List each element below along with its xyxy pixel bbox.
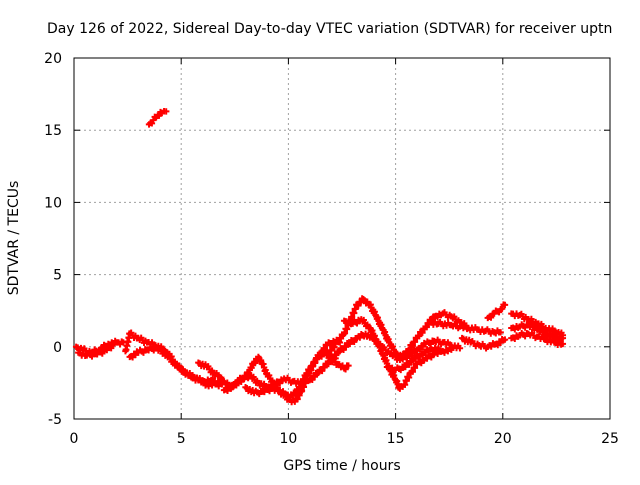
data-point (109, 342, 116, 349)
data-point (501, 336, 509, 343)
y-tick-label: 10 (44, 195, 62, 211)
data-point (233, 382, 240, 389)
data-point (397, 366, 404, 374)
data-point (355, 302, 362, 309)
x-tick-label: 25 (601, 431, 619, 447)
x-axis-label: GPS time / hours (283, 458, 400, 474)
data-point (434, 313, 441, 321)
data-point (448, 346, 455, 353)
data-point (487, 314, 495, 321)
data-point (409, 368, 416, 375)
data-point (235, 378, 242, 386)
data-point (559, 340, 567, 348)
data-point (435, 345, 442, 352)
y-tick-label: -5 (48, 412, 62, 428)
data-points (72, 108, 567, 406)
data-point (456, 345, 464, 352)
data-point (411, 364, 419, 372)
data-point (511, 335, 519, 342)
series-track-late-right (426, 318, 504, 337)
x-tick-label: 20 (494, 431, 512, 447)
data-point (427, 340, 434, 348)
ticks-layer: 0 5 10 15 20 25 -5 0 5 10 15 20 (44, 51, 619, 447)
data-point (335, 338, 342, 346)
data-point (331, 343, 338, 351)
series-track-end-mid (508, 321, 567, 343)
x-tick-label: 15 (387, 431, 405, 447)
data-point (321, 345, 329, 352)
data-point (218, 374, 225, 381)
data-point (162, 108, 170, 115)
series-track-end-lower (508, 329, 567, 349)
series-track-late-low (383, 344, 442, 374)
data-point (411, 338, 419, 346)
data-point (140, 349, 147, 356)
y-tick-label: 5 (53, 268, 62, 284)
data-point (415, 332, 423, 340)
data-point (321, 364, 328, 371)
data-point (559, 334, 567, 342)
data-point (318, 367, 326, 375)
data-point (498, 305, 506, 312)
data-point (501, 301, 509, 309)
y-axis-label: SDTVAR / TECUs (6, 181, 22, 296)
series-track-end-upper (508, 310, 567, 339)
y-tick-label: 15 (44, 123, 62, 139)
series-track-late-short (484, 301, 509, 322)
y-tick-label: 20 (44, 51, 62, 67)
data-point (419, 329, 426, 336)
series-track-outlier (145, 108, 170, 128)
data-point (409, 342, 416, 349)
data-point (497, 329, 504, 336)
data-point (328, 347, 335, 354)
data-point (342, 366, 349, 373)
data-point (319, 348, 326, 356)
data-point (423, 323, 430, 331)
chart-title: Day 126 of 2022, Sidereal Day-to-day VTE… (47, 21, 612, 37)
data-point (337, 335, 345, 342)
data-point (428, 354, 435, 361)
x-tick-label: 10 (279, 431, 297, 447)
y-tick-label: 0 (53, 340, 62, 356)
data-point (488, 343, 495, 350)
series-track-late-dip (340, 316, 455, 392)
data-point (325, 351, 333, 358)
series-track-late-right-lower (458, 334, 509, 352)
data-point (251, 359, 259, 367)
data-point (345, 362, 352, 369)
series-track-early-flat-lower (75, 342, 116, 360)
data-point (224, 387, 231, 394)
data-point (350, 338, 358, 346)
plot-area (73, 57, 611, 420)
x-tick-label: 5 (177, 431, 186, 447)
data-point (265, 372, 273, 379)
data-point (148, 120, 156, 127)
x-tick-label: 0 (70, 431, 79, 447)
